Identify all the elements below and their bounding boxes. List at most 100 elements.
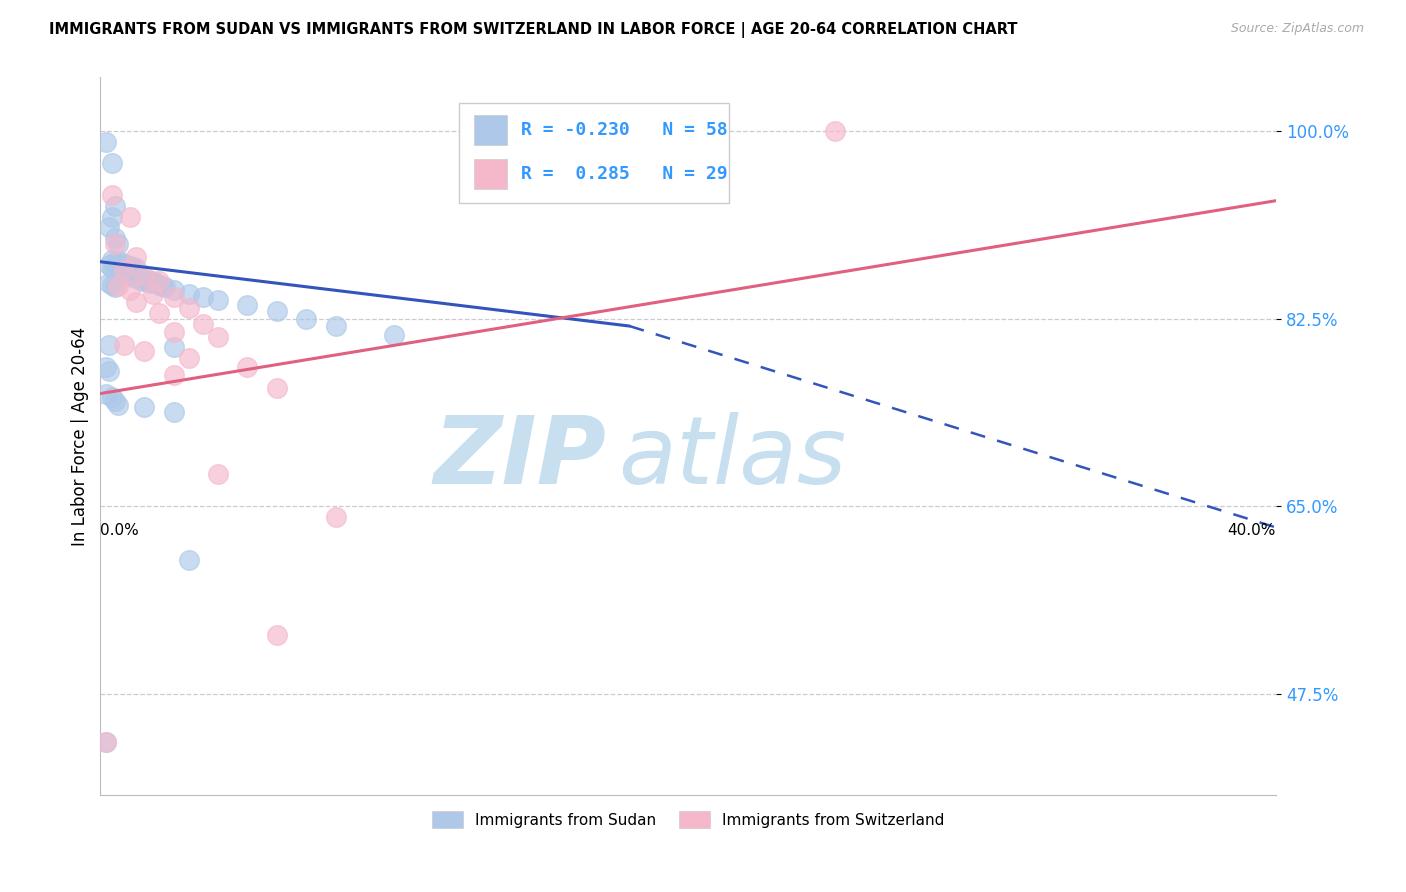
- Point: [325, 319, 347, 334]
- Point: [124, 251, 146, 265]
- Point: [193, 290, 215, 304]
- Point: [382, 327, 405, 342]
- Legend: Immigrants from Sudan, Immigrants from Switzerland: Immigrants from Sudan, Immigrants from S…: [426, 805, 950, 834]
- Point: [163, 283, 186, 297]
- Point: [104, 263, 127, 277]
- Point: [163, 341, 186, 355]
- Point: [98, 258, 121, 272]
- Point: [142, 286, 165, 301]
- Point: [107, 398, 129, 412]
- Point: [124, 261, 146, 276]
- Point: [118, 210, 141, 224]
- Point: [530, 167, 553, 181]
- Point: [118, 268, 141, 282]
- Point: [177, 351, 200, 366]
- Point: [101, 188, 124, 202]
- Point: [112, 338, 135, 352]
- Text: Source: ZipAtlas.com: Source: ZipAtlas.com: [1230, 22, 1364, 36]
- Point: [163, 405, 186, 419]
- Point: [101, 156, 124, 170]
- Point: [207, 330, 229, 344]
- Point: [295, 311, 318, 326]
- Point: [163, 368, 186, 383]
- Point: [101, 252, 124, 267]
- Text: IMMIGRANTS FROM SUDAN VS IMMIGRANTS FROM SWITZERLAND IN LABOR FORCE | AGE 20-64 : IMMIGRANTS FROM SUDAN VS IMMIGRANTS FROM…: [49, 22, 1018, 38]
- Point: [124, 270, 146, 285]
- Point: [236, 359, 259, 374]
- Point: [96, 735, 118, 749]
- Point: [118, 283, 141, 297]
- Point: [115, 265, 138, 279]
- Point: [104, 394, 127, 409]
- Point: [148, 278, 170, 293]
- Text: atlas: atlas: [617, 412, 846, 503]
- Point: [134, 272, 156, 286]
- Point: [96, 135, 118, 149]
- Point: [107, 279, 129, 293]
- Point: [148, 274, 170, 288]
- Point: [110, 265, 132, 279]
- Point: [98, 220, 121, 235]
- Point: [96, 359, 118, 374]
- Point: [128, 272, 150, 286]
- Point: [121, 269, 143, 284]
- Point: [207, 467, 229, 481]
- FancyBboxPatch shape: [458, 103, 730, 203]
- Point: [325, 509, 347, 524]
- Point: [98, 364, 121, 378]
- FancyBboxPatch shape: [474, 115, 508, 145]
- Point: [824, 124, 846, 138]
- Point: [104, 280, 127, 294]
- Point: [153, 280, 176, 294]
- Point: [96, 386, 118, 401]
- Point: [96, 735, 118, 749]
- Point: [266, 381, 288, 395]
- Point: [112, 263, 135, 277]
- Point: [142, 274, 165, 288]
- Y-axis label: In Labor Force | Age 20-64: In Labor Force | Age 20-64: [72, 326, 89, 546]
- Point: [148, 306, 170, 320]
- Point: [134, 268, 156, 283]
- Point: [236, 297, 259, 311]
- Point: [115, 258, 138, 272]
- Point: [207, 293, 229, 308]
- Point: [163, 326, 186, 340]
- Point: [163, 290, 186, 304]
- Point: [112, 268, 135, 283]
- Point: [266, 304, 288, 318]
- Point: [98, 338, 121, 352]
- Point: [101, 210, 124, 224]
- Point: [145, 276, 167, 290]
- Point: [177, 286, 200, 301]
- Point: [110, 254, 132, 268]
- Text: ZIP: ZIP: [433, 412, 606, 504]
- Point: [104, 199, 127, 213]
- Text: 40.0%: 40.0%: [1227, 523, 1277, 538]
- Point: [177, 552, 200, 566]
- Text: R =  0.285   N = 29: R = 0.285 N = 29: [522, 165, 728, 184]
- Point: [104, 254, 127, 268]
- FancyBboxPatch shape: [474, 160, 508, 189]
- Point: [131, 274, 153, 288]
- Point: [118, 259, 141, 273]
- Point: [104, 236, 127, 251]
- Point: [193, 317, 215, 331]
- Point: [107, 263, 129, 277]
- Point: [139, 276, 162, 290]
- Point: [266, 628, 288, 642]
- Point: [101, 261, 124, 276]
- Point: [98, 276, 121, 290]
- Point: [112, 257, 135, 271]
- Point: [101, 390, 124, 404]
- Point: [101, 278, 124, 293]
- Point: [150, 279, 173, 293]
- Point: [177, 301, 200, 315]
- Point: [107, 236, 129, 251]
- Text: 0.0%: 0.0%: [100, 523, 139, 538]
- Point: [121, 260, 143, 274]
- Point: [134, 343, 156, 358]
- Point: [134, 401, 156, 415]
- Point: [136, 274, 159, 288]
- Point: [124, 295, 146, 310]
- Text: R = -0.230   N = 58: R = -0.230 N = 58: [522, 120, 728, 139]
